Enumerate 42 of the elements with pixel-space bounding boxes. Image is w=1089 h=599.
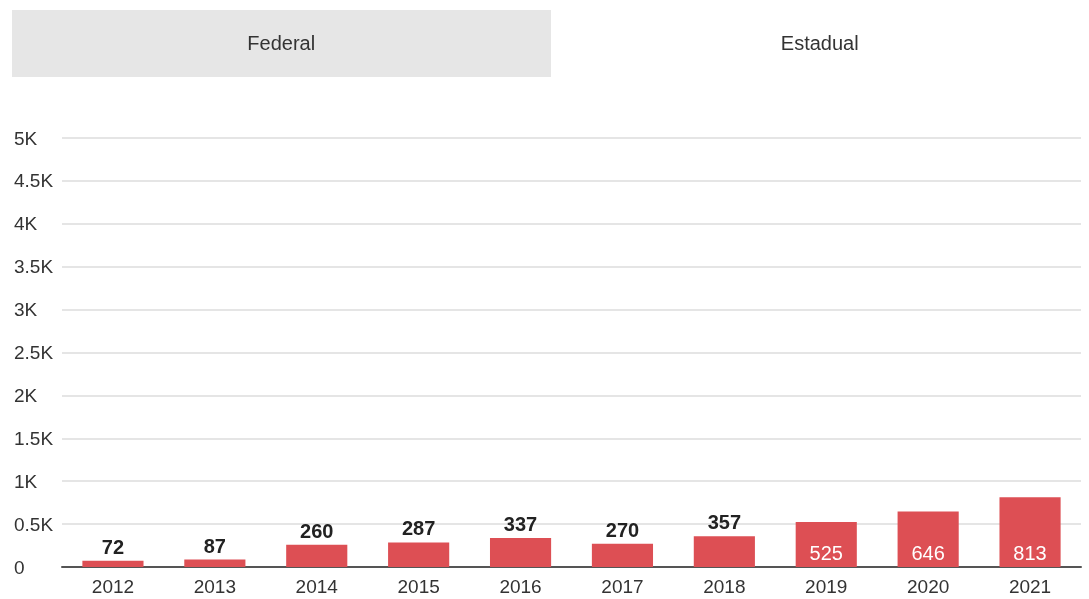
data-label: 287 bbox=[401, 517, 436, 540]
y-tick-label: 4K bbox=[14, 213, 38, 235]
bar bbox=[591, 543, 654, 567]
y-tick-label: 3.5K bbox=[14, 256, 54, 278]
bar bbox=[489, 538, 552, 567]
x-tick-label: 2019 bbox=[805, 576, 848, 597]
bar bbox=[286, 544, 348, 567]
x-tick-label: 2013 bbox=[193, 576, 236, 597]
bar bbox=[897, 511, 959, 567]
data-label: 357 bbox=[707, 511, 742, 534]
y-tick-label: 1K bbox=[14, 470, 38, 492]
y-tick-label: 4.5K bbox=[14, 170, 54, 192]
data-label: 87 bbox=[203, 534, 226, 557]
bar bbox=[999, 497, 1061, 567]
data-label: 260 bbox=[300, 519, 334, 542]
x-tick-label: 2018 bbox=[703, 576, 746, 597]
data-label: 337 bbox=[503, 513, 538, 536]
x-tick-label: 2014 bbox=[295, 576, 339, 597]
bar bbox=[795, 521, 857, 567]
data-label: 270 bbox=[605, 518, 640, 541]
y-tick-label: 2K bbox=[14, 384, 38, 406]
x-tick-label: 2020 bbox=[907, 576, 950, 597]
y-tick-label: 0.5K bbox=[14, 513, 54, 535]
bar bbox=[388, 542, 450, 567]
bar bbox=[82, 560, 144, 567]
x-tick-label: 2016 bbox=[499, 576, 542, 597]
y-tick-label: 3K bbox=[14, 299, 38, 321]
data-label: 813 bbox=[1013, 542, 1047, 564]
y-tick-label: 1.5K bbox=[14, 427, 54, 449]
data-label: 72 bbox=[101, 535, 125, 558]
y-tick-label: 5K bbox=[14, 127, 38, 149]
x-tick-label: 2021 bbox=[1008, 576, 1052, 597]
x-tick-label: 2015 bbox=[397, 576, 440, 597]
x-tick-label: 2012 bbox=[91, 576, 135, 597]
bar bbox=[693, 536, 755, 567]
data-label: 525 bbox=[809, 542, 843, 564]
y-tick-label: 0 bbox=[14, 556, 25, 578]
x-tick-label: 2017 bbox=[601, 576, 644, 597]
y-tick-label: 2.5K bbox=[14, 342, 54, 363]
tab[interactable]: Federal bbox=[12, 10, 551, 77]
bar bbox=[184, 559, 246, 567]
data-label: 646 bbox=[911, 542, 945, 564]
